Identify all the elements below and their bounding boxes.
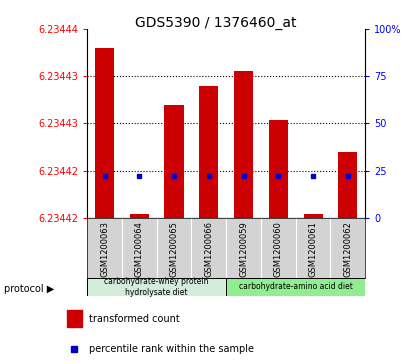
- Text: GSM1200065: GSM1200065: [170, 221, 178, 277]
- Text: GSM1200060: GSM1200060: [274, 221, 283, 277]
- Text: GDS5390 / 1376460_at: GDS5390 / 1376460_at: [135, 16, 297, 30]
- Text: GSM1200062: GSM1200062: [343, 221, 352, 277]
- Text: GSM1200059: GSM1200059: [239, 221, 248, 277]
- Bar: [164, 105, 183, 218]
- Text: protocol ▶: protocol ▶: [4, 284, 54, 294]
- Bar: [199, 86, 218, 218]
- Bar: [67, 310, 82, 327]
- Bar: [87, 278, 226, 296]
- Text: GSM1200063: GSM1200063: [100, 221, 109, 277]
- Text: GSM1200061: GSM1200061: [309, 221, 317, 277]
- Bar: [95, 48, 114, 218]
- Bar: [269, 120, 288, 218]
- Text: GSM1200064: GSM1200064: [135, 221, 144, 277]
- Bar: [303, 214, 322, 218]
- Bar: [226, 278, 365, 296]
- Text: transformed count: transformed count: [89, 314, 180, 323]
- Text: carbohydrate-whey protein
hydrolysate diet: carbohydrate-whey protein hydrolysate di…: [105, 277, 209, 297]
- Text: percentile rank within the sample: percentile rank within the sample: [89, 344, 254, 354]
- Text: carbohydrate-amino acid diet: carbohydrate-amino acid diet: [239, 282, 353, 291]
- Bar: [338, 152, 357, 218]
- Bar: [130, 214, 149, 218]
- Bar: [234, 70, 253, 218]
- Text: GSM1200066: GSM1200066: [204, 221, 213, 277]
